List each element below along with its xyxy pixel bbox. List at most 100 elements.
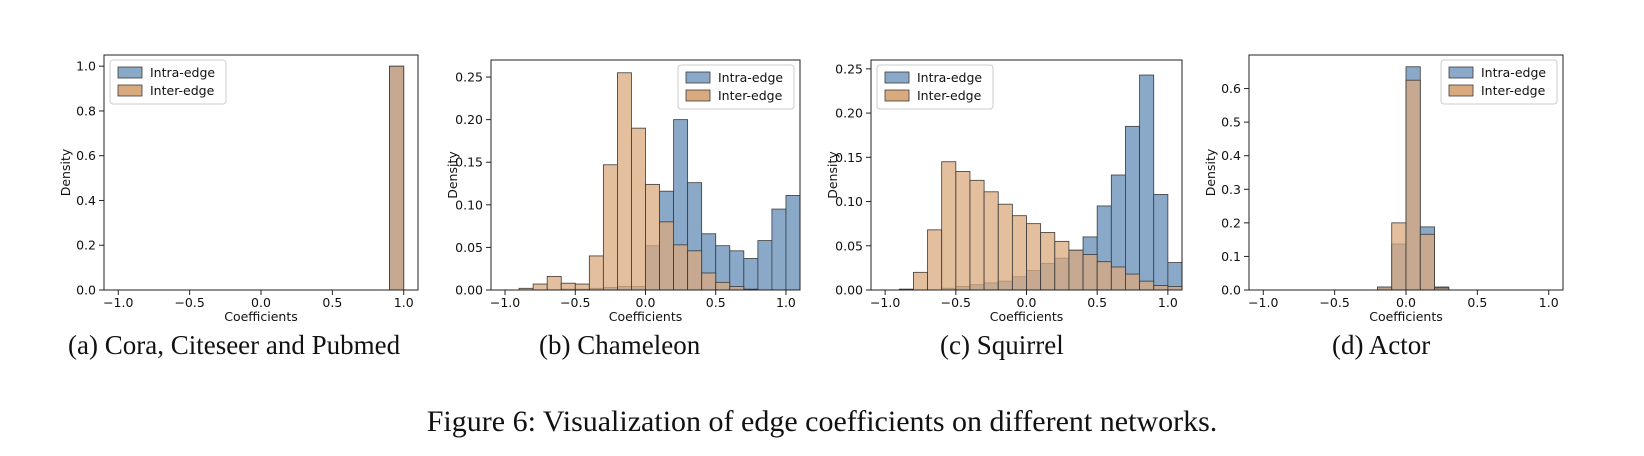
chart2-bar-inter-14 (701, 272, 717, 291)
chart2-bar-intra-16 (729, 250, 745, 291)
chart4-xtick-label-3: 0.5 (1467, 295, 1487, 310)
chart3-bar-inter-9 (1011, 215, 1027, 291)
chart2-bar-intra-18 (757, 240, 773, 291)
chart3-bar-inter-2 (913, 271, 928, 291)
chart-area: −1.0 −0.5 0.0 0.5 1.0 0.0 0.2 0.4 0.6 0.8 1.0 Coeff… (58, 54, 1564, 324)
chart4-ytick-label-3: 0.3 (1221, 182, 1241, 197)
chart3-xtick-label-4: 1.0 (1158, 295, 1178, 310)
chart2-xtick-label-1: −0.5 (560, 295, 590, 310)
chart2-legend-label-intra: Intra-edge (718, 70, 783, 85)
chart1-bar-inter-0 (389, 65, 405, 291)
chart1-ytick-label-5: 1.0 (76, 59, 96, 74)
chart3-bar-inter-19 (1153, 285, 1169, 291)
subcaption-d: (d) Actor (1332, 330, 1431, 360)
chart2-bar-inter-6 (588, 255, 604, 291)
chart2-bar-inter-16 (729, 286, 745, 291)
chart4-bar-inter-2 (1405, 79, 1421, 291)
chart2-legend-label-inter: Inter-edge (718, 88, 783, 103)
chart2-xlabel: Coefficients (609, 309, 683, 324)
chart1-xtick-label-2: 0.0 (251, 295, 271, 310)
chart3-bar-inter-10 (1026, 223, 1042, 291)
chart4-xtick-label-4: 1.0 (1539, 295, 1559, 310)
chart3-bar-inter-3 (927, 229, 943, 291)
chart3-xtick-label-0: −1.0 (870, 295, 900, 310)
chart3-bar-intra-18 (1139, 74, 1155, 291)
subcaption-b: (b) Chameleon (539, 330, 701, 360)
chart2-xtick-label-2: 0.0 (636, 295, 656, 310)
chart2-bar-inter-10 (645, 183, 660, 291)
chart2-bar-inter-8 (617, 72, 632, 291)
chart3-bar-inter-11 (1040, 232, 1056, 291)
chart1-ylabel: Density (58, 148, 73, 196)
chart4-ytick-label-4: 0.4 (1221, 148, 1241, 163)
chart3-legend-swatch-intra (884, 71, 910, 84)
chart3-xtick-label-2: 0.0 (1017, 295, 1037, 310)
chart3-ytick-label-0: 0.00 (835, 283, 863, 298)
chart2-ytick-label-2: 0.10 (455, 197, 483, 212)
chart4-ytick-label-2: 0.2 (1221, 215, 1241, 230)
chart2-bar-inter-2 (532, 283, 548, 291)
chart4-ylabel: Density (1203, 148, 1218, 196)
chart2-xtick-label-0: −1.0 (490, 295, 520, 310)
chart3-bar-inter-4 (941, 161, 957, 291)
chart1-ytick-label-2: 0.4 (76, 193, 96, 208)
chart2-ytick-label-5: 0.25 (455, 70, 483, 85)
chart2-bar-inter-12 (673, 244, 689, 291)
subcaption-c: (c) Squirrel (940, 330, 1064, 360)
chart1-legend-swatch-inter (117, 84, 143, 97)
chart4-ytick-label-0: 0.0 (1221, 283, 1241, 298)
chart3-bar-inter-20 (1167, 286, 1183, 291)
figure-caption: Figure 6: Visualization of edge coeffici… (426, 405, 1218, 438)
chart3-ytick-label-1: 0.05 (835, 238, 863, 253)
chart2-bar-inter-11 (659, 221, 674, 291)
chart3-legend-swatch-inter (884, 89, 910, 102)
chart3-ytick-label-5: 0.25 (835, 61, 863, 76)
chart4-ytick-label-6: 0.6 (1221, 81, 1241, 96)
chart3-ylabel: Density (825, 151, 840, 199)
chart3-bar-inter-18 (1139, 280, 1155, 291)
chart3-bar-inter-5 (955, 171, 971, 291)
chart3-bar-inter-12 (1054, 240, 1070, 291)
chart1-ytick-label-3: 0.6 (76, 148, 96, 163)
chart2-ytick-label-4: 0.20 (455, 112, 483, 127)
chart4-bar-inter-3 (1419, 233, 1435, 291)
chart3-legend-label-intra: Intra-edge (917, 70, 982, 85)
chart1-xtick-label-1: −0.5 (174, 295, 204, 310)
chart3-legend-label-inter: Inter-edge (917, 88, 982, 103)
chart2-xtick-label-4: 1.0 (776, 295, 796, 310)
chart2-ytick-label-3: 0.15 (455, 155, 483, 170)
subcaption-a: (a) Cora, Citeseer and Pubmed (68, 330, 401, 360)
chart2-bar-inter-4 (560, 282, 576, 291)
chart1-legend-swatch-intra (117, 66, 143, 79)
chart3-bar-inter-16 (1110, 266, 1126, 291)
chart3-bar-intra-17 (1125, 125, 1140, 291)
chart2-bar-inter-3 (546, 275, 562, 291)
chart4-xtick-label-1: −0.5 (1319, 295, 1349, 310)
chart3-bar-inter-15 (1096, 261, 1112, 291)
chart4-ytick-label-1: 0.1 (1221, 249, 1241, 264)
chart3-xtick-label-3: 0.5 (1087, 295, 1107, 310)
chart4-ytick-label-5: 0.5 (1221, 115, 1241, 130)
chart4-xtick-label-2: 0.0 (1396, 295, 1416, 310)
chart2-xtick-label-3: 0.5 (706, 295, 726, 310)
chart1-xtick-label-4: 1.0 (394, 295, 414, 310)
chart1-ytick-label-4: 0.8 (76, 103, 96, 118)
chart3-ytick-label-2: 0.10 (835, 194, 863, 209)
chart3-bar-inter-8 (997, 203, 1013, 291)
chart2-bar-inter-7 (602, 164, 618, 291)
chart3-bar-inter-13 (1068, 249, 1084, 291)
chart3-ytick-label-3: 0.15 (835, 150, 863, 165)
chart1-xtick-label-0: −1.0 (103, 295, 133, 310)
chart4-legend-swatch-inter (1448, 84, 1474, 97)
chart3-bar-inter-17 (1125, 273, 1140, 291)
chart3-bar-inter-6 (969, 179, 985, 291)
chart3-ytick-label-4: 0.20 (835, 106, 863, 121)
chart2-ytick-label-1: 0.05 (455, 240, 483, 255)
chart2-bar-inter-5 (574, 283, 590, 291)
chart4-xtick-label-0: −1.0 (1248, 295, 1278, 310)
chart4-legend-label-inter: Inter-edge (1481, 83, 1546, 98)
chart3-xtick-label-1: −0.5 (941, 295, 971, 310)
chart4-legend-swatch-intra (1448, 66, 1474, 79)
chart2-ylabel: Density (445, 151, 460, 199)
